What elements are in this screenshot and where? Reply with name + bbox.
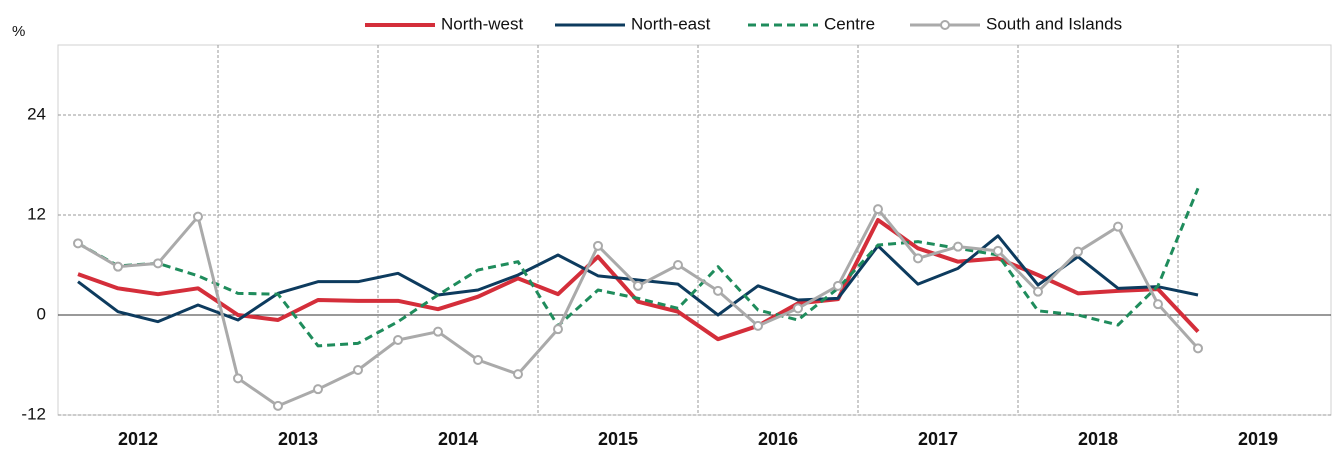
series-marker (633, 280, 643, 291)
legend-label: South and Islands (986, 14, 1122, 33)
legend-marker (940, 20, 950, 30)
series-marker (553, 324, 563, 335)
series-marker (113, 261, 123, 272)
series-marker (793, 303, 803, 314)
series-marker (393, 335, 403, 345)
series-marker (153, 258, 163, 269)
series-marker (753, 320, 763, 331)
y-tick-label: -12 (21, 404, 46, 423)
series-marker (73, 238, 83, 249)
legend-label: North-east (631, 14, 711, 33)
legend-label: North-west (441, 14, 523, 33)
series-marker (593, 240, 603, 251)
series-marker (1193, 343, 1203, 354)
plot-frame (57, 44, 1332, 416)
series-line (77, 187, 1200, 348)
series-marker (873, 204, 883, 215)
y-tick-label: 12 (27, 204, 46, 223)
y-tick-label: 24 (27, 104, 46, 123)
series-marker (433, 326, 443, 337)
series-marker (353, 365, 363, 375)
series-marker (913, 253, 923, 264)
series-marker (1113, 221, 1123, 232)
x-group-label: 2016 (758, 429, 798, 449)
series-marker (473, 355, 483, 365)
series-marker (273, 400, 283, 411)
series-marker (313, 384, 323, 395)
x-group-label: 2018 (1078, 429, 1118, 449)
y-tick-label: 0 (37, 304, 46, 323)
series-marker (1073, 246, 1083, 257)
x-group-label: 2015 (598, 429, 638, 449)
series-line (77, 207, 1200, 408)
x-group-label: 2017 (918, 429, 958, 449)
series-marker (513, 369, 523, 380)
series-marker (713, 285, 723, 296)
series-marker (1033, 286, 1043, 297)
x-group-label: 2013 (278, 429, 318, 449)
x-group-label: 2019 (1238, 429, 1278, 449)
series-marker (193, 211, 203, 222)
series-marker (673, 260, 683, 270)
series-marker (953, 241, 963, 252)
series-marker (993, 245, 1003, 256)
x-group-label: 2014 (438, 429, 478, 449)
series-marker (1153, 299, 1163, 310)
series-marker (833, 280, 843, 291)
x-group-label: 2012 (118, 429, 158, 449)
y-unit: % (12, 23, 25, 40)
legend-label: Centre (824, 14, 875, 33)
series-line (77, 234, 1199, 324)
series-marker (233, 373, 243, 384)
